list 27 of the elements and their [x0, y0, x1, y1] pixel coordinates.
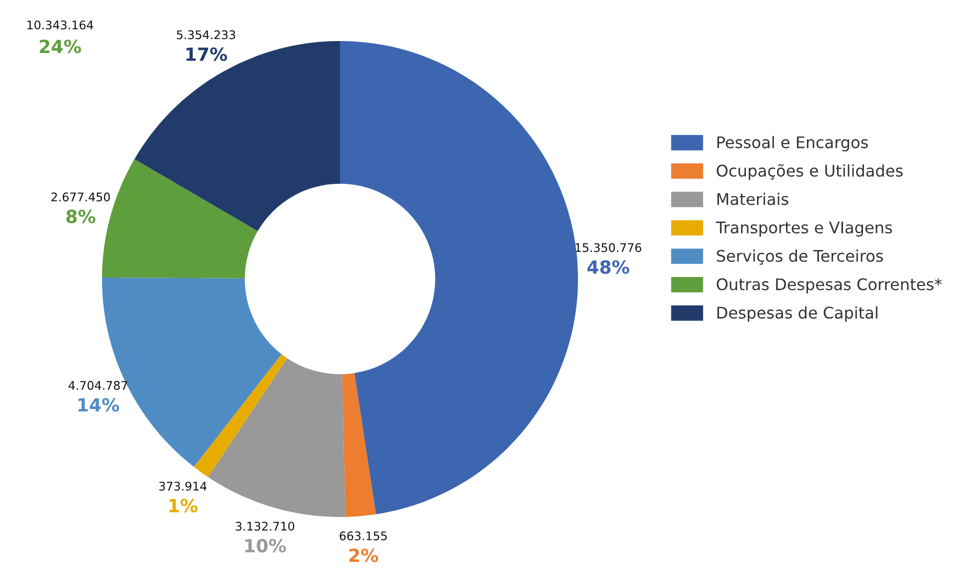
text: 10% — [245, 538, 286, 552]
text: 2% — [349, 548, 378, 562]
legend-label: Ocupações e Utilidades — [716, 164, 903, 180]
legend-label: Materiais — [717, 192, 788, 206]
legend-label: Pessoal e Encargos — [717, 136, 868, 152]
text: 48% — [587, 260, 630, 274]
data-label: 15.350.776 — [576, 243, 642, 252]
data-label: 3.132.710 — [236, 522, 294, 531]
text: 14% — [78, 398, 120, 412]
text: 10.343.164 — [28, 20, 94, 30]
donut-slice — [134, 41, 340, 232]
data-label: 4.704.787 — [68, 380, 128, 390]
data-label: 2.677.450 — [51, 192, 110, 202]
legend-label: Despesas de Capital — [717, 306, 878, 322]
data-label: 5.354.233 — [176, 30, 236, 40]
data-label: 373.914 — [159, 482, 207, 491]
donut-slice — [194, 354, 288, 478]
legend-label: Transportes e VIagens — [716, 222, 892, 237]
data-label: 663.155 — [340, 531, 387, 540]
legend-label: Serviços de Terceiros — [716, 250, 883, 265]
text: 17% — [186, 47, 228, 62]
text: 1% — [170, 498, 198, 512]
text: 24% — [40, 40, 82, 54]
text: 8% — [66, 210, 96, 224]
donut-slice — [208, 358, 346, 517]
legend-label: Outras Despesas Correntes* — [716, 278, 942, 294]
donut-slice — [342, 373, 376, 517]
